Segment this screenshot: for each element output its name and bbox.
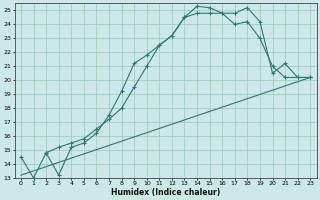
X-axis label: Humidex (Indice chaleur): Humidex (Indice chaleur) bbox=[111, 188, 220, 197]
